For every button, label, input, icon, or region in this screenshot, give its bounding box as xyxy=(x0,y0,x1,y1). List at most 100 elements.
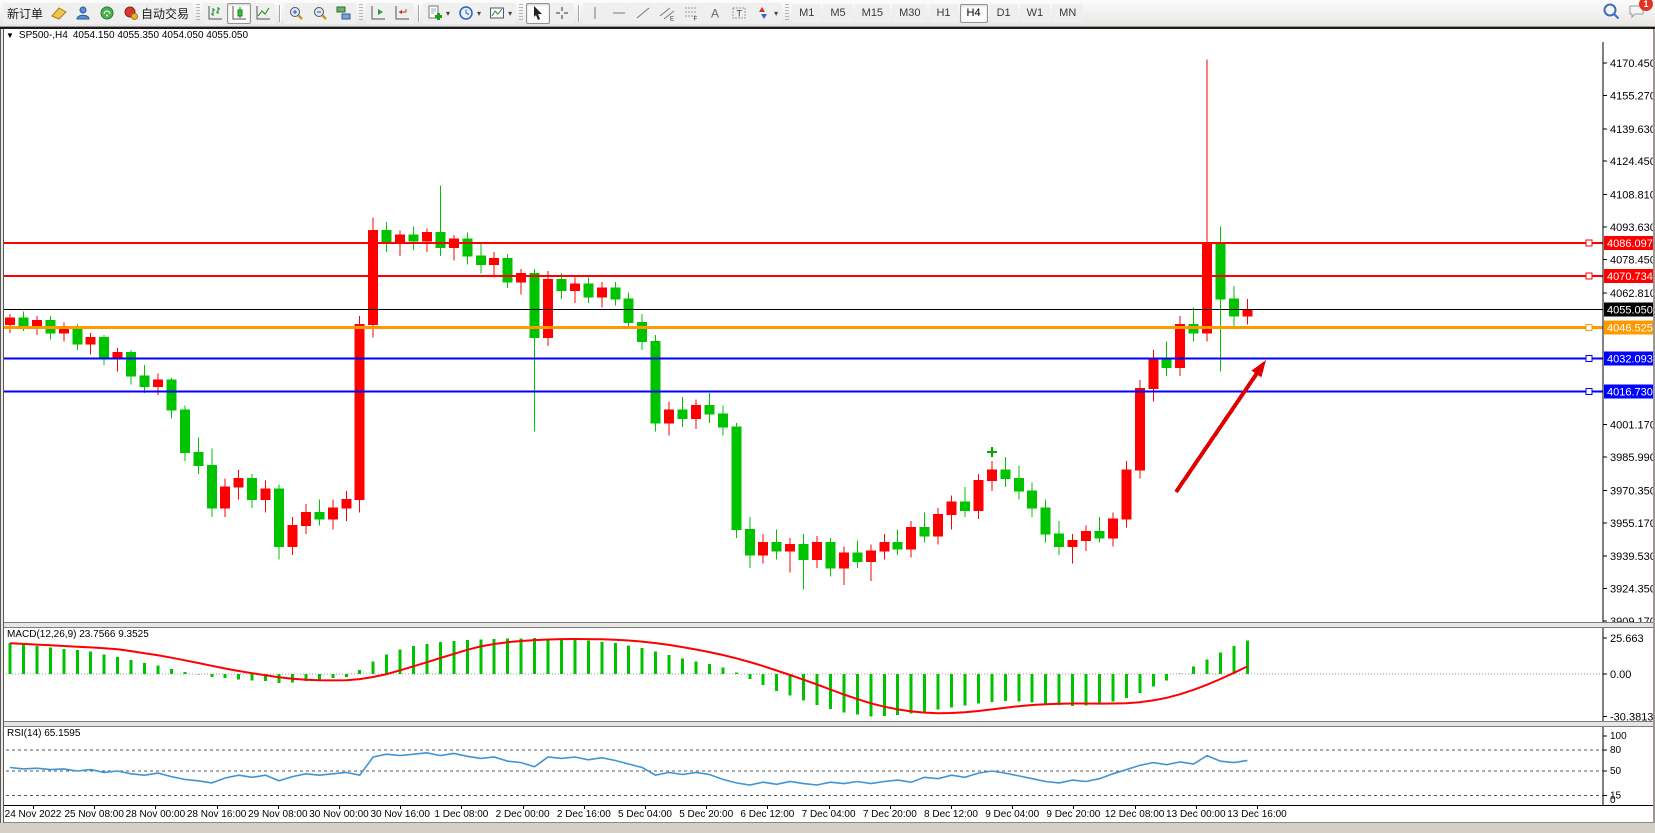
rsi-tick-label: 80 xyxy=(1610,745,1622,756)
crosshair-icon[interactable] xyxy=(550,2,575,24)
candle xyxy=(959,501,970,511)
macd-chart[interactable]: 25.663 0.00 -30.3813 xyxy=(0,628,1655,721)
candle xyxy=(421,232,432,242)
macd-signal-line xyxy=(9,637,1248,715)
bar-chart-icon[interactable] xyxy=(203,2,228,24)
arrows-tool-button[interactable]: ▾ xyxy=(751,2,783,24)
timeframe-M1[interactable]: M1 xyxy=(792,3,822,23)
tile-windows-icon[interactable] xyxy=(332,2,357,24)
candle xyxy=(758,541,769,556)
pane-splitter[interactable] xyxy=(0,721,1655,727)
timeframe-W1[interactable]: W1 xyxy=(1019,3,1051,23)
rsi-tick-label: 100 xyxy=(1610,731,1627,742)
candle xyxy=(462,238,473,257)
price-axis: 4170.450 4155.270 4139.630 4124.450 4108.810… xyxy=(1602,42,1655,622)
timeframe-H1[interactable]: H1 xyxy=(929,3,958,23)
candle xyxy=(1121,469,1132,520)
auto-scroll-icon[interactable] xyxy=(390,2,415,24)
zoom-out-icon[interactable] xyxy=(308,2,333,24)
search-icon[interactable] xyxy=(1602,2,1620,25)
price-level-badge xyxy=(1604,236,1655,251)
pane-splitter[interactable] xyxy=(0,622,1655,628)
toolbar-grip xyxy=(519,4,524,22)
candle xyxy=(354,324,365,501)
candle xyxy=(731,426,742,531)
line-handle[interactable] xyxy=(1585,324,1593,332)
plus-marker[interactable] xyxy=(987,447,997,457)
signal-icon[interactable] xyxy=(95,2,120,24)
line-handle[interactable] xyxy=(1585,272,1593,280)
candlestick-chart-icon[interactable] xyxy=(227,2,252,24)
rsi-tick-label: 15 xyxy=(1610,791,1622,802)
chat-button[interactable]: 1 xyxy=(1628,0,1653,24)
template-button[interactable]: ▾ xyxy=(485,2,517,24)
line-chart-icon[interactable] xyxy=(251,2,276,24)
timeframe-M30[interactable]: M30 xyxy=(892,3,928,23)
price-tick-label: 4124.450 xyxy=(1610,156,1655,168)
rsi-tick-label: 0 xyxy=(1610,795,1616,805)
new-chart-button[interactable]: ▾ xyxy=(423,2,455,24)
candle xyxy=(247,477,258,501)
candlestick-chart[interactable]: 4170.450 4155.270 4139.630 4124.450 4108.810… xyxy=(0,42,1655,622)
fibonacci-tool-icon[interactable]: F xyxy=(679,2,704,24)
price-tick-label: 3955.170 xyxy=(1610,518,1655,530)
macd-pane[interactable]: MACD(12,26,9) 23.7566 9.3525 25.663 0.00 -… xyxy=(0,628,1655,721)
price-level-badge-text: 4055.050 xyxy=(1607,304,1653,316)
svg-text:T: T xyxy=(737,9,743,19)
trend-arrow[interactable] xyxy=(1174,369,1261,494)
price-tick-label: 4139.630 xyxy=(1610,124,1655,136)
timeframe-H4[interactable]: H4 xyxy=(959,3,988,23)
gold-chart-icon[interactable] xyxy=(47,2,72,24)
line-handle[interactable] xyxy=(1585,239,1593,247)
price-level-badge-text: 4046.525 xyxy=(1607,323,1653,335)
periods-button[interactable]: ▾ xyxy=(454,2,486,24)
price-tick-label: 4155.270 xyxy=(1610,90,1655,102)
chevron-down-icon: ▾ xyxy=(446,8,451,18)
timeframe-MN[interactable]: MN xyxy=(1052,3,1084,23)
timeframe-D1[interactable]: D1 xyxy=(989,3,1018,23)
vertical-line-tool-icon[interactable] xyxy=(583,2,608,24)
text-tool-icon[interactable]: A xyxy=(703,2,728,24)
rsi-chart[interactable]: 100 80 50 150 xyxy=(0,727,1655,805)
line-handle[interactable] xyxy=(1585,355,1593,363)
price-pane[interactable]: 4170.450 4155.270 4139.630 4124.450 4108.810… xyxy=(0,42,1655,622)
time-tick xyxy=(951,806,952,809)
candle xyxy=(986,469,997,481)
candle xyxy=(717,413,728,428)
price-tick-label: 4062.810 xyxy=(1610,288,1655,300)
text-label-tool-icon[interactable]: T xyxy=(727,2,752,24)
candle xyxy=(489,257,500,266)
horizontal-line-tool-icon[interactable] xyxy=(607,2,632,24)
channel-tool-icon[interactable]: E xyxy=(655,2,680,24)
candle xyxy=(1202,242,1213,334)
candle xyxy=(152,379,163,387)
candle xyxy=(946,501,957,516)
chart-window-titlebar[interactable]: ▼ SP500-,H4 4054.150 4055.350 4054.050 4… xyxy=(0,29,1655,42)
line-handle[interactable] xyxy=(1585,387,1593,395)
trendline-tool-icon[interactable] xyxy=(631,2,656,24)
candle xyxy=(1161,358,1172,368)
chevron-down-icon: ▾ xyxy=(477,8,482,18)
candle xyxy=(919,526,930,537)
candle xyxy=(529,272,540,338)
time-tick xyxy=(94,806,96,809)
time-tick xyxy=(461,806,463,809)
time-axis[interactable]: 24 Nov 2022 25 Nov 08:00 28 Nov 00:00 28 No… xyxy=(0,805,1655,822)
drawn-annotations[interactable] xyxy=(987,360,1266,494)
candle xyxy=(852,552,863,563)
timeframe-M15[interactable]: M15 xyxy=(854,3,891,23)
timeframe-buttons: M1 M5 M15 M30 H1 H4 D1 W1 MN xyxy=(792,3,1084,23)
zoom-in-icon[interactable] xyxy=(284,2,309,24)
price-level-badge-text: 4016.730 xyxy=(1607,386,1653,398)
cursor-icon[interactable] xyxy=(526,2,551,24)
time-tick xyxy=(522,806,524,809)
new-order-button[interactable]: 新订单 xyxy=(3,2,48,24)
chart-shift-icon[interactable] xyxy=(366,2,391,24)
rsi-pane[interactable]: RSI(14) 65.1595 100 80 50 15 0 xyxy=(0,727,1655,805)
time-label: 24 Nov 2022 xyxy=(4,809,62,820)
trend-arrow-head[interactable] xyxy=(1251,360,1266,378)
timeframe-M5[interactable]: M5 xyxy=(823,3,853,23)
market-watch-icon[interactable] xyxy=(71,2,96,24)
price-tick-label: 4078.450 xyxy=(1610,254,1655,266)
auto-trading-button[interactable]: 自动交易 xyxy=(119,2,194,24)
